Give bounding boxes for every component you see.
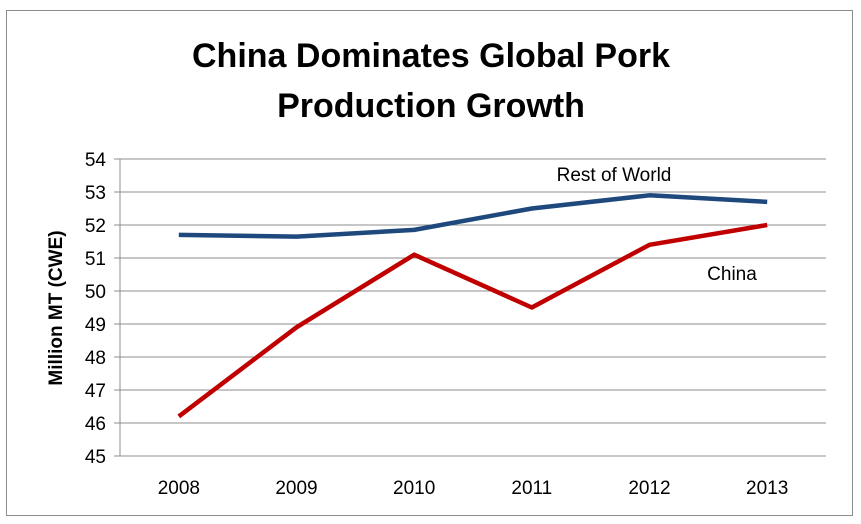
y-tick-label: 52 — [85, 216, 106, 237]
y-tick-labels: 45 46 47 48 49 50 51 52 53 54 — [85, 150, 107, 468]
series-line-china — [177, 222, 768, 419]
series-label-rest-of-world: Rest of World — [557, 165, 672, 186]
y-tick-label: 53 — [85, 183, 106, 204]
y-tick-label: 48 — [85, 348, 106, 369]
x-tick-label: 2011 — [511, 478, 552, 499]
series-line-rest-of-world — [178, 193, 768, 239]
y-tick-label: 54 — [85, 150, 107, 171]
gridlines — [114, 158, 826, 457]
y-tick-label: 46 — [85, 414, 106, 435]
y-tick-label: 49 — [85, 315, 106, 336]
x-tick-label: 2013 — [746, 478, 788, 499]
x-tick-label: 2012 — [628, 478, 670, 499]
x-tick-label: 2009 — [275, 478, 317, 499]
chart-title-line-1: China Dominates Global Pork — [192, 37, 670, 75]
series-lines — [177, 193, 768, 419]
chart-title-line-2: Production Growth — [277, 87, 585, 125]
x-tick-labels: 2008 2009 2010 2011 2012 2013 — [158, 478, 789, 499]
x-tick-label: 2010 — [393, 478, 435, 499]
series-label-china: China — [707, 264, 757, 285]
y-tick-label: 51 — [85, 249, 106, 270]
y-tick-label: 50 — [85, 282, 106, 303]
y-axis-label: Million MT (CWE) — [46, 230, 67, 385]
y-tick-label: 45 — [85, 447, 106, 468]
x-tick-label: 2008 — [158, 478, 200, 499]
y-tick-label: 47 — [85, 381, 106, 402]
